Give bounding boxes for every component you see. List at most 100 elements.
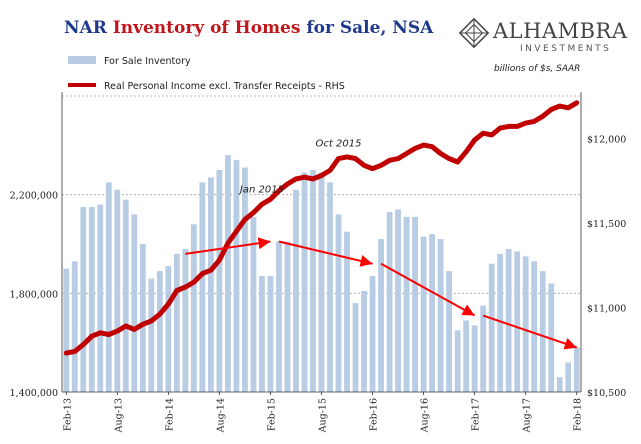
inventory-bar-Sep-14 xyxy=(225,155,231,392)
inventory-bar-Jul-15 xyxy=(310,170,316,392)
inventory-bar-Apr-17 xyxy=(488,263,495,392)
inventory-bar-Jun-16 xyxy=(403,216,410,392)
inventory-bar-Nov-17 xyxy=(548,283,555,392)
inventory-bar-Oct-17 xyxy=(539,271,546,392)
trend-arrow-2 xyxy=(380,262,476,317)
right-tick-label-3: $12,000 xyxy=(587,134,626,145)
inventory-bar-Oct-16 xyxy=(437,239,444,392)
inventory-bar-Feb-14 xyxy=(165,266,172,392)
inventory-bar-Mar-14 xyxy=(173,253,180,392)
inventory-bar-Jun-15 xyxy=(301,172,308,392)
inventory-bar-Mar-15 xyxy=(276,241,282,392)
inventory-bar-Apr-15 xyxy=(284,241,291,392)
income-line xyxy=(63,100,580,356)
inventory-bar-Sep-13 xyxy=(122,199,129,392)
inventory-bar-Oct-15 xyxy=(335,214,342,392)
alhambra-emblem-icon xyxy=(458,17,490,49)
right-tick-label-0: $10,500 xyxy=(587,388,626,399)
logo: ALHAMBRA INVESTMENTS xyxy=(458,17,628,54)
inventory-bar-Feb-18 xyxy=(573,347,580,392)
inventory-bar-Feb-13 xyxy=(63,268,70,392)
inventory-bar-Jun-14 xyxy=(199,182,206,392)
inventory-bar-May-16 xyxy=(395,209,401,392)
chart-title: NAR Inventory of Homes for Sale, NSA xyxy=(64,18,434,38)
title-part-inventory: Inventory of Homes xyxy=(113,18,301,38)
inventory-bar-Apr-16 xyxy=(386,211,393,392)
inventory-bar-Jul-17 xyxy=(514,251,521,392)
x-tick-label-Feb-17: Feb-17 xyxy=(471,398,482,431)
inventory-bar-Aug-17 xyxy=(522,256,529,392)
inventory-bar-Nov-15 xyxy=(344,231,350,392)
inventory-bar-Dec-13 xyxy=(148,278,155,392)
inventory-bar-Jun-17 xyxy=(505,248,512,392)
trend-arrow-1 xyxy=(278,240,373,267)
units-note: billions of $s, SAAR xyxy=(494,64,580,74)
inventory-bar-Dec-17 xyxy=(556,377,563,392)
title-part-suffix: for Sale, NSA xyxy=(300,18,434,38)
inventory-bar-Aug-15 xyxy=(318,172,325,392)
inventory-bar-Nov-13 xyxy=(139,244,146,392)
inventory-bar-Feb-15 xyxy=(267,276,274,392)
inventory-bar-Nov-14 xyxy=(242,167,248,392)
inventory-bar-Oct-13 xyxy=(131,214,138,392)
inventory-bar-Dec-16 xyxy=(454,330,461,392)
inventory-bar-Mar-17 xyxy=(480,305,487,392)
inventory-bar-Oct-14 xyxy=(233,160,240,392)
trend-arrow-0 xyxy=(185,237,271,255)
inventory-bar-May-17 xyxy=(497,253,504,392)
inventory-bar-Dec-14 xyxy=(250,216,257,392)
x-tick-label-Feb-14: Feb-14 xyxy=(164,398,175,431)
inventory-bar-Jul-14 xyxy=(208,177,214,392)
inventory-bar-Jan-16 xyxy=(361,290,367,392)
inventory-bar-Apr-14 xyxy=(182,248,189,392)
inventory-bar-Jul-16 xyxy=(412,216,418,392)
inventory-bar-Nov-16 xyxy=(446,271,453,392)
inventory-bar-Jan-18 xyxy=(565,362,572,392)
inventory-bar-Aug-16 xyxy=(420,236,427,392)
legend-label-income: Real Personal Income excl. Transfer Rece… xyxy=(104,81,345,92)
inventory-bar-May-14 xyxy=(190,224,197,392)
annotation-0: Jan 2015 xyxy=(238,184,284,195)
legend-label-inventory: For Sale Inventory xyxy=(104,56,191,67)
logo-sub: INVESTMENTS xyxy=(520,44,611,54)
inventory-bar-Mar-13 xyxy=(71,261,78,392)
x-tick-label-Aug-16: Aug-16 xyxy=(420,398,431,433)
inventory-bar-Apr-13 xyxy=(80,207,87,392)
left-tick-label-0: 1,400,000 xyxy=(10,388,58,399)
inventory-bar-Jan-15 xyxy=(259,276,265,392)
inventory-bars xyxy=(63,155,580,392)
inventory-bar-Jul-13 xyxy=(105,182,112,392)
x-tick-label-Feb-16: Feb-16 xyxy=(369,398,380,431)
income-line-layer xyxy=(63,100,580,356)
right-tick-label-1: $11,000 xyxy=(587,303,626,314)
left-tick-label-2: 2,200,000 xyxy=(10,191,58,202)
inventory-bar-Feb-17 xyxy=(471,325,478,392)
left-tick-label-1: 1,800,000 xyxy=(10,289,58,300)
annotations: Jan 2015 Oct 2015 xyxy=(238,139,362,196)
legend-swatch-inventory xyxy=(68,56,96,64)
x-tick-label-Feb-15: Feb-15 xyxy=(266,398,277,431)
x-tick-label-Aug-17: Aug-17 xyxy=(522,398,533,433)
inventory-bar-Jan-14 xyxy=(156,271,163,392)
logo-name: ALHAMBRA xyxy=(492,19,628,43)
x-tick-label-Feb-18: Feb-18 xyxy=(573,398,584,431)
annotation-1: Oct 2015 xyxy=(316,139,362,150)
axes: 1,400,000 1,800,000 2,200,000 $10,500 $11,00… xyxy=(10,92,626,433)
inventory-bar-Feb-16 xyxy=(369,276,376,392)
title-part-nar: NAR xyxy=(64,18,113,38)
inventory-bar-Sep-15 xyxy=(327,182,333,392)
inventory-bar-Jan-17 xyxy=(463,320,470,392)
x-tick-label-Aug-15: Aug-15 xyxy=(318,398,329,433)
inventory-bar-Sep-17 xyxy=(531,261,538,392)
inventory-bar-May-15 xyxy=(293,189,299,392)
inventory-bar-Sep-16 xyxy=(429,234,435,392)
inventory-bar-Jun-13 xyxy=(97,204,104,392)
inventory-bar-Aug-13 xyxy=(114,189,121,392)
right-tick-label-2: $11,500 xyxy=(587,219,626,230)
inventory-bar-Mar-16 xyxy=(378,239,384,392)
legend: For Sale Inventory Real Personal Income … xyxy=(68,56,345,92)
inventory-bar-May-13 xyxy=(88,207,95,392)
trend-arrow-3 xyxy=(482,314,578,350)
inventory-bar-Aug-14 xyxy=(216,170,223,392)
